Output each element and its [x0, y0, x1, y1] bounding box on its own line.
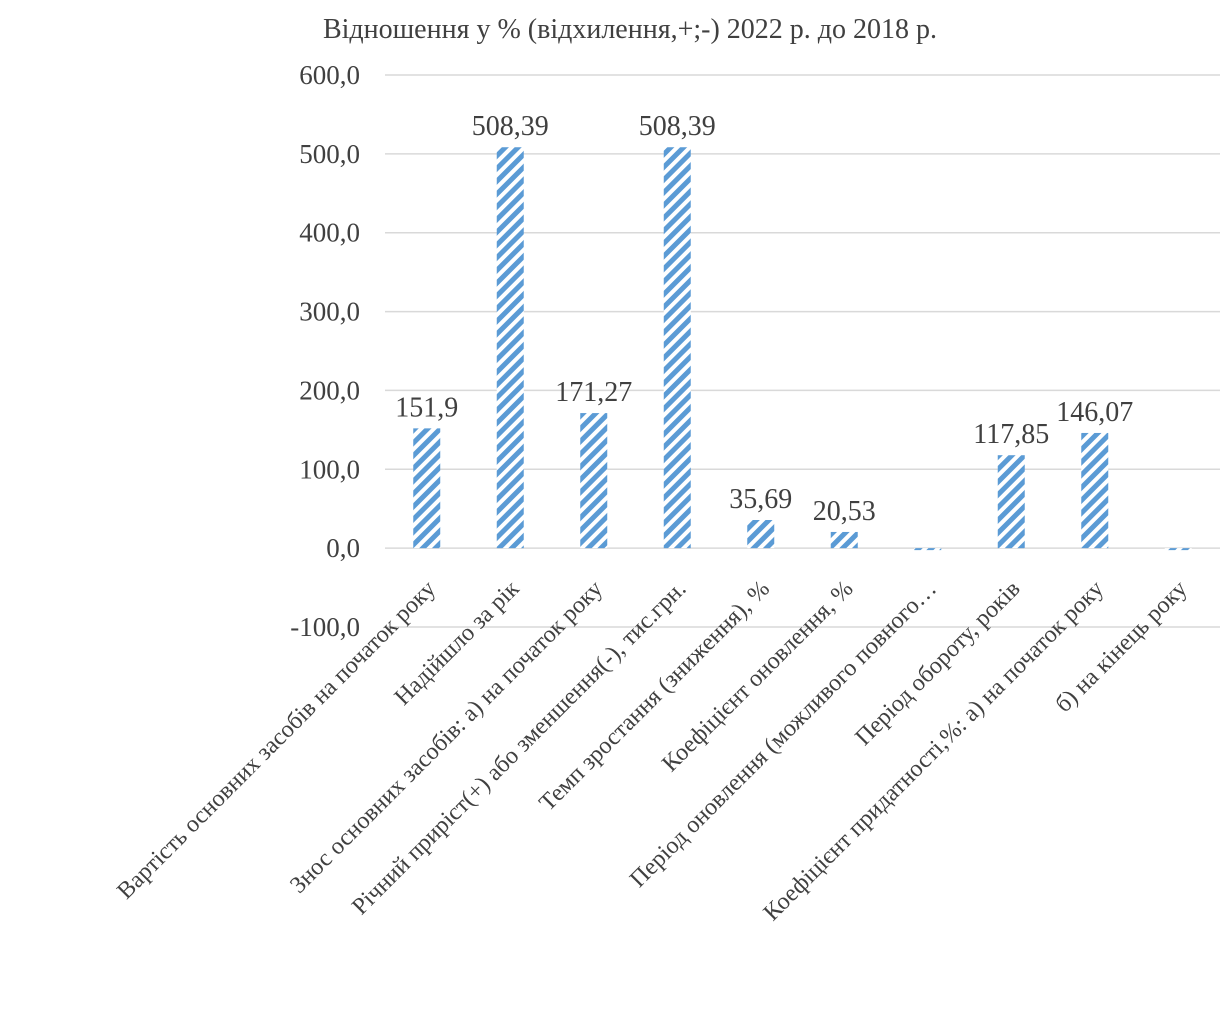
gridlines	[385, 74, 1220, 628]
chart-title: Відношення у % (відхилення,+;-) 2022 р. …	[323, 14, 937, 45]
category-label: Період обороту, років	[850, 576, 1025, 751]
data-label: 117,85	[973, 419, 1049, 450]
x-axis-category-labels: Вартість основних засобів на початок рок…	[112, 576, 1192, 927]
bars	[413, 147, 1192, 551]
bar	[997, 455, 1025, 549]
bar	[914, 548, 942, 551]
bar	[1081, 432, 1109, 549]
data-label: 508,39	[639, 111, 716, 142]
data-label: 35,69	[729, 484, 792, 515]
category-label: Період оновлення (можливого повного…	[625, 576, 942, 893]
y-tick-label: 600,0	[299, 60, 360, 90]
data-label: 508,39	[472, 111, 549, 142]
data-label: 146,07	[1056, 397, 1133, 428]
y-tick-label: 0,0	[326, 533, 360, 563]
y-tick-label: 200,0	[299, 375, 360, 405]
y-tick-label: 400,0	[299, 218, 360, 248]
bar	[1164, 548, 1192, 551]
y-tick-label: 300,0	[299, 297, 360, 327]
bar	[663, 147, 691, 549]
bar	[747, 519, 775, 549]
data-label: 151,9	[395, 392, 458, 423]
category-label: Вартість основних засобів на початок рок…	[112, 576, 441, 905]
bar	[496, 147, 524, 549]
bar	[580, 413, 608, 549]
y-axis-tick-labels: -100,0 0,0 100,0 200,0 300,0 400,0 500,0 600,0	[290, 60, 360, 642]
data-labels: 151,9 508,39 171,27 508,39 35,69 20,53 117,851…	[395, 111, 1133, 527]
y-tick-label: 100,0	[299, 454, 360, 484]
data-label: 20,53	[813, 496, 876, 527]
y-tick-label: -100,0	[290, 612, 360, 642]
bar	[830, 531, 858, 549]
bar	[413, 428, 441, 549]
data-label: 171,27	[555, 377, 632, 408]
y-tick-label: 500,0	[299, 139, 360, 169]
